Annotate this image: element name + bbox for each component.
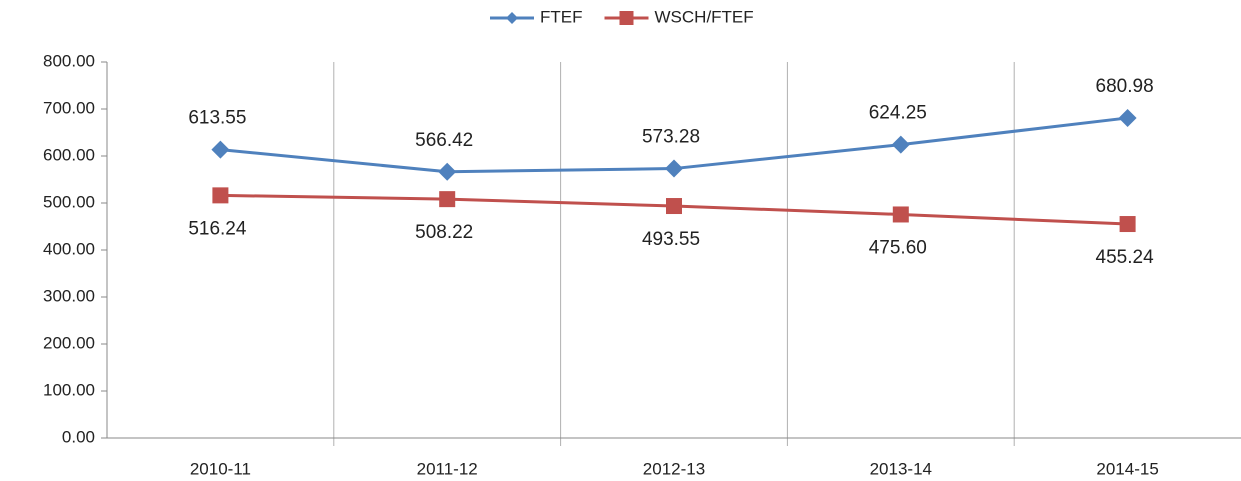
data-label: 493.55 bbox=[642, 229, 700, 250]
data-label: 573.28 bbox=[642, 127, 700, 148]
data-label: 475.60 bbox=[869, 237, 927, 258]
marker bbox=[211, 140, 230, 159]
y-tick-label: 200.00 bbox=[43, 333, 95, 352]
x-tick-label: 2013-14 bbox=[870, 459, 932, 478]
x-tick-label: 2014-15 bbox=[1096, 459, 1158, 478]
data-label: 624.25 bbox=[869, 103, 927, 124]
marker bbox=[212, 187, 229, 204]
marker bbox=[439, 191, 456, 208]
y-tick-label: 400.00 bbox=[43, 239, 95, 258]
legend-marker bbox=[619, 11, 634, 25]
marker bbox=[438, 162, 457, 181]
y-tick-label: 100.00 bbox=[43, 380, 95, 399]
legend-marker bbox=[506, 12, 518, 24]
marker bbox=[891, 135, 910, 154]
marker bbox=[665, 159, 683, 178]
y-tick-label: 800.00 bbox=[43, 51, 95, 70]
y-tick-label: 500.00 bbox=[43, 192, 95, 211]
x-tick-label: 2010-11 bbox=[190, 459, 251, 478]
x-tick-label: 2012-13 bbox=[643, 459, 705, 478]
data-label: 613.55 bbox=[188, 108, 246, 129]
data-label: 508.22 bbox=[415, 222, 473, 243]
data-label: 516.24 bbox=[188, 218, 247, 239]
marker bbox=[1118, 108, 1137, 127]
marker bbox=[1119, 216, 1136, 233]
y-tick-label: 700.00 bbox=[43, 98, 95, 117]
legend-label: FTEF bbox=[540, 7, 583, 26]
y-tick-label: 600.00 bbox=[43, 145, 95, 164]
data-label: 566.42 bbox=[415, 130, 473, 151]
data-label: 680.98 bbox=[1096, 76, 1154, 97]
x-tick-label: 2011-12 bbox=[417, 459, 478, 478]
data-label: 455.24 bbox=[1096, 247, 1155, 268]
y-tick-label: 300.00 bbox=[43, 286, 95, 305]
marker bbox=[666, 198, 682, 215]
y-tick-label: 0.00 bbox=[62, 427, 95, 446]
legend-label: WSCH/FTEF bbox=[655, 7, 754, 26]
marker bbox=[892, 206, 909, 223]
